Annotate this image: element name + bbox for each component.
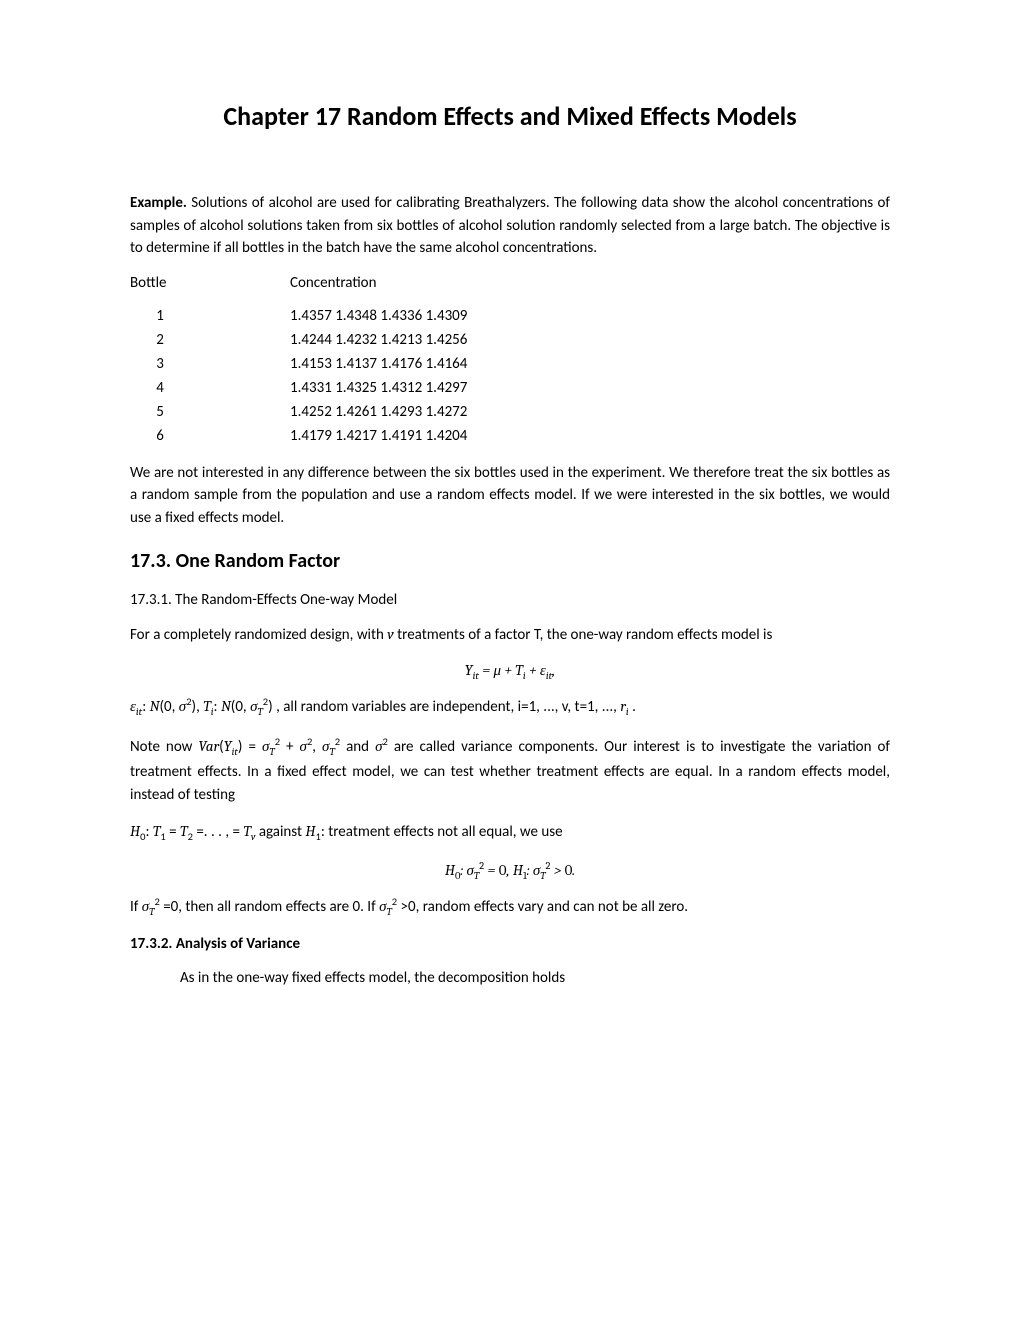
example-label: Example. bbox=[130, 194, 187, 212]
table-row: 2 1.4244 1.4232 1.4213 1.4256 bbox=[130, 328, 890, 352]
cell-values: 1.4252 1.4261 1.4293 1.4272 bbox=[290, 400, 467, 424]
table-row: 1 1.4357 1.4348 1.4336 1.4309 bbox=[130, 304, 890, 328]
cell-values: 1.4331 1.4325 1.4312 1.4297 bbox=[290, 376, 467, 400]
cell-bottle: 1 bbox=[130, 304, 290, 328]
hypothesis-equation: H0: σT2 = 0, H1: σT2 > 0. bbox=[130, 860, 890, 882]
model-intro: For a completely randomized design, with… bbox=[130, 623, 890, 647]
cell-values: 1.4153 1.4137 1.4176 1.4164 bbox=[290, 352, 467, 376]
interpretation-paragraph: We are not interested in any difference … bbox=[130, 462, 890, 530]
cell-bottle: 3 bbox=[130, 352, 290, 376]
table-row: 5 1.4252 1.4261 1.4293 1.4272 bbox=[130, 400, 890, 424]
example-text: Solutions of alcohol are used for calibr… bbox=[130, 194, 890, 257]
header-concentration: Concentration bbox=[290, 274, 376, 292]
data-table: Bottle Concentration 1 1.4357 1.4348 1.4… bbox=[130, 274, 890, 448]
table-header: Bottle Concentration bbox=[130, 274, 890, 292]
cell-bottle: 6 bbox=[130, 424, 290, 448]
cell-bottle: 5 bbox=[130, 400, 290, 424]
cell-values: 1.4244 1.4232 1.4213 1.4256 bbox=[290, 328, 467, 352]
document-page: Chapter 17 Random Effects and Mixed Effe… bbox=[0, 0, 1020, 1063]
variance-components-paragraph: Note now Var(Yit) = σT2 + σ2, σT2 and σ2… bbox=[130, 734, 890, 806]
cell-bottle: 4 bbox=[130, 376, 290, 400]
example-paragraph: Example. Solutions of alcohol are used f… bbox=[130, 192, 890, 260]
hypothesis-paragraph: H0: T1 = T2 =. . . , = Tv against H1: tr… bbox=[130, 820, 890, 846]
if-sigma-paragraph: If σT2 =0, then all random effects are 0… bbox=[130, 894, 890, 921]
table-row: 6 1.4179 1.4217 1.4191 1.4204 bbox=[130, 424, 890, 448]
cell-bottle: 2 bbox=[130, 328, 290, 352]
header-bottle: Bottle bbox=[130, 274, 290, 292]
subsection-heading: 17.3.1. The Random-Effects One-way Model bbox=[130, 591, 890, 609]
decomposition-paragraph: As in the one-way fixed effects model, t… bbox=[130, 967, 890, 990]
model-equation: Yit = μ + Ti + εit, bbox=[130, 661, 890, 682]
distributions-paragraph: εit: N(0, σ2), Ti: N(0, σT2) , all rando… bbox=[130, 694, 890, 721]
chapter-title: Chapter 17 Random Effects and Mixed Effe… bbox=[130, 100, 890, 132]
cell-values: 1.4179 1.4217 1.4191 1.4204 bbox=[290, 424, 467, 448]
cell-values: 1.4357 1.4348 1.4336 1.4309 bbox=[290, 304, 467, 328]
subsection-heading-2: 17.3.2. Analysis of Variance bbox=[130, 935, 890, 953]
table-row: 4 1.4331 1.4325 1.4312 1.4297 bbox=[130, 376, 890, 400]
section-heading: 17.3. One Random Factor bbox=[130, 549, 890, 573]
table-row: 3 1.4153 1.4137 1.4176 1.4164 bbox=[130, 352, 890, 376]
